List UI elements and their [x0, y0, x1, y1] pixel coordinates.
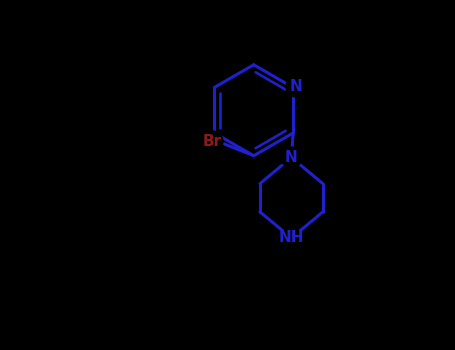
Text: N: N [285, 150, 298, 165]
Text: NH: NH [278, 231, 304, 245]
Text: N: N [289, 79, 302, 94]
Text: Br: Br [203, 134, 222, 148]
